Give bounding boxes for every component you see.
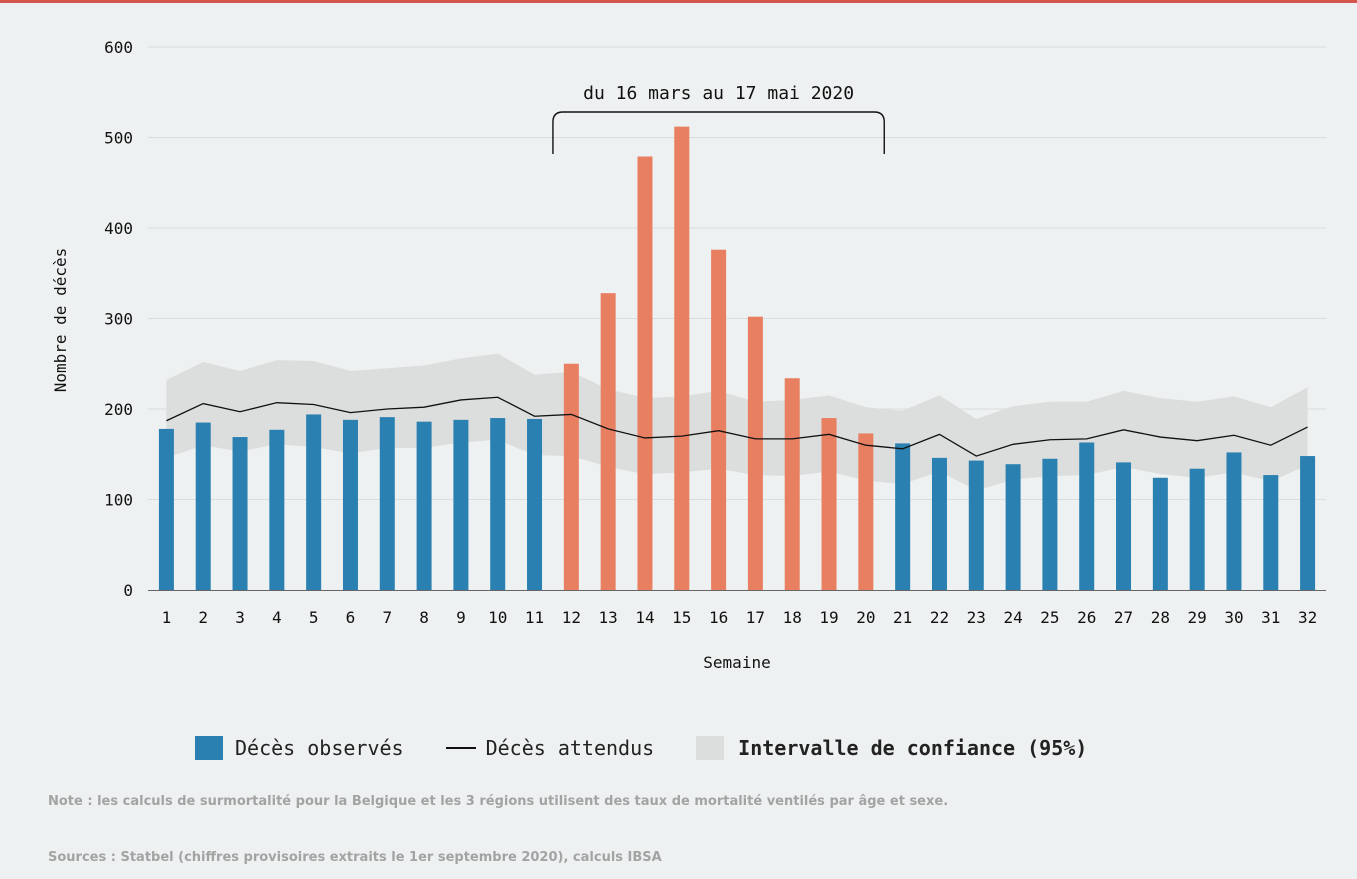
bar <box>490 418 506 590</box>
x-tick-label: 24 <box>1003 608 1022 627</box>
x-tick-label: 29 <box>1188 608 1207 627</box>
bar <box>232 437 248 590</box>
bar <box>1116 462 1132 590</box>
highlight-label: du 16 mars au 17 mai 2020 <box>583 83 854 104</box>
x-tick-label: 5 <box>309 608 319 627</box>
x-tick-label: 4 <box>272 608 282 627</box>
x-tick-label: 23 <box>967 608 986 627</box>
x-tick-label: 32 <box>1298 608 1317 627</box>
legend-expected: Décès attendus <box>445 736 655 760</box>
y-tick-label: 400 <box>104 219 133 238</box>
x-tick-label: 3 <box>235 608 245 627</box>
bar <box>379 417 395 590</box>
x-tick-label: 31 <box>1261 608 1280 627</box>
y-tick-label: 0 <box>123 581 133 600</box>
legend-expected-label: Décès attendus <box>485 736 655 760</box>
bar <box>747 316 763 590</box>
bar <box>342 419 358 590</box>
bar <box>821 418 837 590</box>
bar <box>1263 475 1279 590</box>
x-tick-label: 27 <box>1114 608 1133 627</box>
bar <box>600 293 616 590</box>
x-tick-label: 2 <box>198 608 208 627</box>
note-text: Note : les calculs de surmortalité pour … <box>48 794 949 809</box>
expected-line <box>166 396 1308 457</box>
x-tick-label: 15 <box>672 608 691 627</box>
x-tick-label: 10 <box>488 608 507 627</box>
legend-observed: Décès observés <box>195 736 404 760</box>
x-tick-label: 28 <box>1151 608 1170 627</box>
bar <box>158 428 174 590</box>
y-tick-label: 200 <box>104 400 133 419</box>
x-tick-label: 13 <box>599 608 618 627</box>
bar <box>637 156 653 590</box>
x-tick-label: 7 <box>382 608 392 627</box>
x-tick-label: 21 <box>893 608 912 627</box>
legend-observed-label: Décès observés <box>235 736 404 760</box>
x-tick-label: 26 <box>1077 608 1096 627</box>
confidence-band <box>166 353 1308 491</box>
bar <box>711 249 727 590</box>
bar <box>968 460 984 590</box>
bar <box>1226 452 1242 590</box>
highlight-bracket-path <box>552 111 885 154</box>
legend-line-swatch <box>445 747 476 749</box>
bar <box>269 429 285 590</box>
confidence-band-area <box>166 353 1308 491</box>
bar <box>1189 468 1205 590</box>
legend-interval: Intervalle de confiance (95%) <box>696 736 1087 760</box>
bar <box>784 378 800 590</box>
legend-band-swatch <box>696 736 725 760</box>
expected-deaths-line <box>166 396 1308 457</box>
x-tick-label: 6 <box>346 608 356 627</box>
x-axis-title: Semaine <box>703 653 770 672</box>
x-tick-label: 1 <box>162 608 172 627</box>
x-tick-label: 17 <box>746 608 765 627</box>
highlight-bracket: du 16 mars au 17 mai 2020 <box>552 83 885 154</box>
bar <box>1152 477 1168 590</box>
bar <box>453 419 469 590</box>
x-tick-label: 25 <box>1040 608 1059 627</box>
y-tick-label: 100 <box>104 491 133 510</box>
x-tick-label: 18 <box>783 608 802 627</box>
x-tick-label: 30 <box>1224 608 1243 627</box>
x-tick-label: 16 <box>709 608 728 627</box>
bar <box>674 126 690 590</box>
top-accent-line <box>0 0 1357 3</box>
x-tick-label: 14 <box>635 608 654 627</box>
bar <box>931 457 947 590</box>
bar <box>1042 458 1058 590</box>
bar <box>563 363 579 590</box>
bar <box>195 422 211 590</box>
x-tick-label: 8 <box>419 608 429 627</box>
bar <box>1300 456 1316 590</box>
y-tick-label: 500 <box>104 129 133 148</box>
y-tick-label: 300 <box>104 310 133 329</box>
bar <box>895 443 911 590</box>
bar <box>858 433 874 590</box>
bar <box>416 421 432 590</box>
x-tick-label: 11 <box>525 608 544 627</box>
legend: Décès observés Décès attendus Intervalle… <box>195 736 1129 760</box>
x-tick-label: 19 <box>819 608 838 627</box>
bar <box>1005 464 1021 590</box>
y-axis-title: Nombre de décès <box>51 248 70 393</box>
bar <box>527 418 543 590</box>
x-tick-label: 22 <box>930 608 949 627</box>
sources-text: Sources : Statbel (chiffres provisoires … <box>48 850 662 865</box>
bar <box>306 414 322 590</box>
x-tick-label: 12 <box>562 608 581 627</box>
x-tick-label: 9 <box>456 608 466 627</box>
legend-interval-label: Intervalle de confiance (95%) <box>738 736 1088 760</box>
y-tick-label: 600 <box>104 38 133 57</box>
bar <box>1079 442 1095 590</box>
legend-bar-swatch <box>195 736 223 760</box>
x-tick-label: 20 <box>856 608 875 627</box>
bars <box>158 126 1316 590</box>
